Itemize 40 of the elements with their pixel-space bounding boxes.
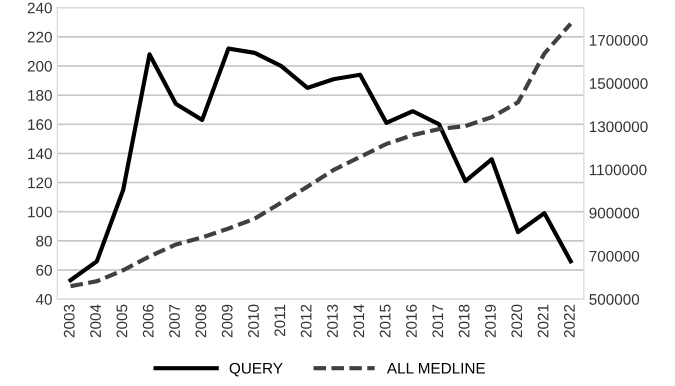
x-tick-label: 2022 [564,304,575,338]
x-tick-label: 2009 [222,304,233,338]
y2-tick-label: 500000 [589,294,640,305]
x-tick-label: 2021 [538,304,548,338]
x-tick-label: 2011 [274,304,286,336]
y-tick-label: 80 [36,236,52,247]
y2-tick-label: 1100000 [590,164,646,176]
x-tick-label: 2003 [64,304,75,338]
y2-tick-label: 1700000 [590,34,648,46]
y-tick-label: 220 [28,32,52,43]
x-tick-label: 2005 [116,304,128,338]
y-tick-label: 160 [28,119,52,130]
x-tick-label: 2014 [353,304,364,338]
legend-label: QUERY [230,362,283,376]
y-tick-label: 180 [28,90,52,101]
y-tick-label: 200 [28,60,52,72]
y-tick-label: 140 [28,148,52,160]
y2-tick-label: 700000 [590,250,640,262]
x-tick-label: 2012 [300,304,312,338]
x-tick-label: 2006 [142,304,154,338]
x-tick-label: 2019 [485,304,496,338]
x-tick-label: 2018 [458,304,470,338]
x-tick-label: 2020 [511,304,522,338]
x-tick-label: 2013 [327,304,338,338]
x-tick-label: 2007 [169,304,180,338]
y2-tick-label: 1300000 [590,121,648,132]
y-tick-label: 60 [36,264,52,276]
x-tick-label: 2004 [90,304,101,338]
x-tick-label: 2015 [380,304,391,338]
y-tick-label: 40 [36,294,52,305]
y-tick-label: 240 [28,2,52,14]
x-tick-label: 2010 [248,304,259,338]
x-tick-label: 2008 [195,304,206,338]
x-tick-label: 2016 [406,304,417,338]
y2-tick-label: 1500000 [590,78,648,89]
y-tick-label: 100 [28,206,52,218]
x-tick-label: 2017 [432,304,444,338]
y2-tick-label: 900000 [589,208,640,218]
legend-label: ALL MEDLINE [386,363,485,374]
y-tick-label: 120 [28,177,52,188]
